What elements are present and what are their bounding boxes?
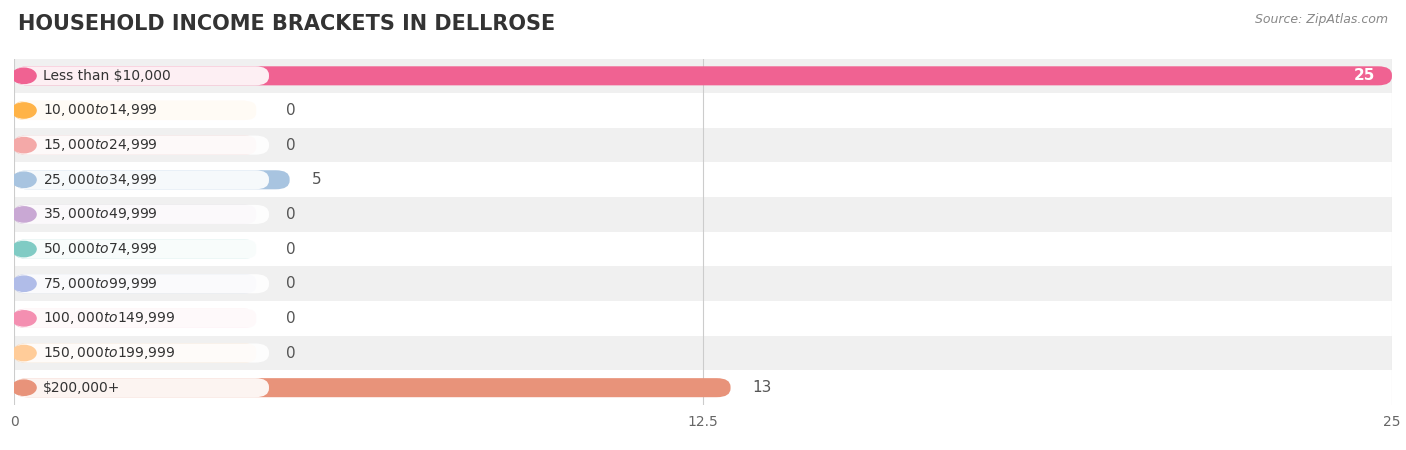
Text: 25: 25 (1354, 68, 1375, 83)
Bar (14, 58, 1392, 93)
FancyBboxPatch shape (14, 274, 269, 293)
Text: 0: 0 (285, 103, 295, 118)
FancyBboxPatch shape (14, 170, 269, 189)
Bar (14, 128, 1392, 162)
Bar (14, 301, 1392, 336)
FancyBboxPatch shape (14, 239, 269, 259)
FancyBboxPatch shape (14, 101, 256, 120)
Circle shape (11, 68, 37, 83)
Bar (14, 336, 1392, 370)
Circle shape (11, 380, 37, 395)
Circle shape (11, 207, 37, 222)
Circle shape (11, 311, 37, 326)
FancyBboxPatch shape (14, 205, 256, 224)
FancyBboxPatch shape (14, 101, 269, 120)
Circle shape (11, 103, 37, 118)
Text: 0: 0 (285, 207, 295, 222)
FancyBboxPatch shape (14, 378, 731, 397)
Bar (14, 197, 1392, 232)
Bar (14, 266, 1392, 301)
Text: $50,000 to $74,999: $50,000 to $74,999 (42, 241, 157, 257)
Text: 0: 0 (285, 346, 295, 360)
FancyBboxPatch shape (14, 135, 269, 155)
Text: 0: 0 (285, 276, 295, 291)
Text: $25,000 to $34,999: $25,000 to $34,999 (42, 172, 157, 188)
Circle shape (11, 242, 37, 256)
Text: $15,000 to $24,999: $15,000 to $24,999 (42, 137, 157, 153)
Circle shape (11, 346, 37, 360)
Text: 13: 13 (752, 380, 772, 395)
Text: $100,000 to $149,999: $100,000 to $149,999 (42, 310, 176, 326)
Circle shape (11, 172, 37, 187)
FancyBboxPatch shape (14, 239, 256, 259)
Text: $200,000+: $200,000+ (42, 381, 120, 395)
FancyBboxPatch shape (14, 378, 269, 397)
FancyBboxPatch shape (14, 66, 1392, 86)
FancyBboxPatch shape (14, 170, 290, 189)
Text: Less than $10,000: Less than $10,000 (42, 69, 170, 83)
Text: 0: 0 (285, 242, 295, 256)
Circle shape (11, 138, 37, 153)
FancyBboxPatch shape (14, 309, 269, 328)
Circle shape (11, 276, 37, 291)
FancyBboxPatch shape (14, 135, 256, 155)
Text: 0: 0 (285, 311, 295, 326)
FancyBboxPatch shape (14, 274, 256, 293)
FancyBboxPatch shape (14, 66, 269, 86)
Bar (14, 232, 1392, 266)
Text: $35,000 to $49,999: $35,000 to $49,999 (42, 207, 157, 222)
Text: $10,000 to $14,999: $10,000 to $14,999 (42, 103, 157, 118)
Text: $75,000 to $99,999: $75,000 to $99,999 (42, 276, 157, 292)
Text: 0: 0 (285, 138, 295, 153)
Bar (14, 162, 1392, 197)
FancyBboxPatch shape (14, 205, 269, 224)
FancyBboxPatch shape (14, 343, 256, 363)
Text: HOUSEHOLD INCOME BRACKETS IN DELLROSE: HOUSEHOLD INCOME BRACKETS IN DELLROSE (18, 14, 555, 33)
Text: Source: ZipAtlas.com: Source: ZipAtlas.com (1254, 14, 1388, 27)
Text: 5: 5 (312, 172, 322, 187)
Bar (14, 93, 1392, 128)
FancyBboxPatch shape (14, 343, 269, 363)
Text: $150,000 to $199,999: $150,000 to $199,999 (42, 345, 176, 361)
FancyBboxPatch shape (14, 309, 256, 328)
Bar (14, 370, 1392, 405)
